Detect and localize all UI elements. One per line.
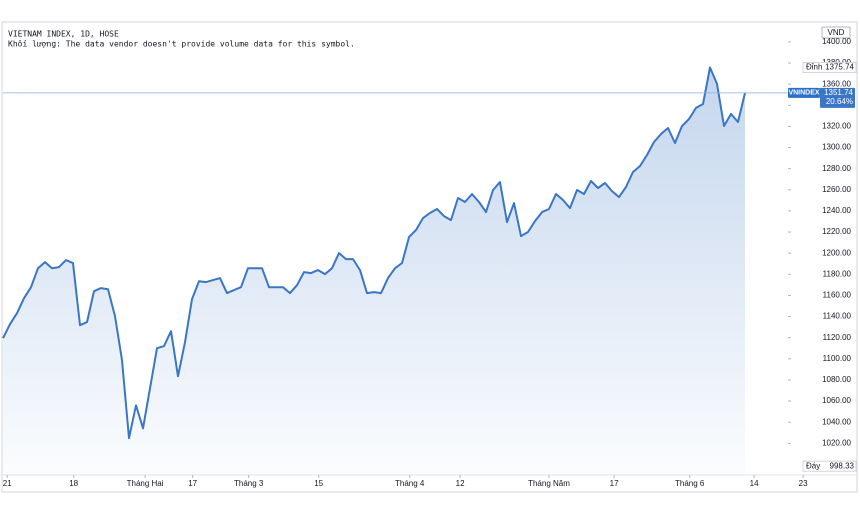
x-tick-label: 18	[69, 479, 78, 488]
y-tick-label: 1360.00	[822, 79, 851, 88]
low-box	[802, 460, 857, 472]
x-tick-label: 14	[750, 479, 759, 488]
x-tick-label: Tháng 6	[675, 479, 705, 488]
y-tick-label: 1060.00	[822, 396, 851, 405]
y-tick-label: 1160.00	[823, 291, 852, 300]
y-tick-label: 1260.00	[822, 185, 851, 194]
last-price-box	[820, 87, 855, 108]
last-change: 20.64%	[826, 97, 853, 106]
x-tick-label: 17	[188, 479, 197, 488]
y-tick-label: 1020.00	[822, 438, 851, 447]
y-tick-label: 1300.00	[822, 143, 851, 152]
y-tick-label: 1220.00	[822, 227, 851, 236]
y-tick-label: 1180.00	[823, 269, 852, 278]
high-label: Đỉnh	[806, 63, 822, 72]
price-line	[2, 66, 746, 440]
currency-box[interactable]	[821, 26, 851, 39]
x-tick-label: 21	[3, 479, 12, 488]
y-tick-label: 1200.00	[822, 248, 851, 257]
y-tick-label: 1280.00	[822, 164, 851, 173]
y-tick-label: 1400.00	[822, 37, 851, 46]
high-value: 1375.74	[825, 63, 854, 72]
low-label: Đáy	[806, 461, 820, 470]
x-tick-label: Tháng Hai	[127, 479, 164, 488]
y-tick-label: 1240.00	[822, 206, 851, 215]
x-tick-label: 17	[610, 479, 619, 488]
x-tick-label: Tháng Năm	[528, 479, 570, 488]
y-tick-label: 1320.00	[822, 122, 851, 131]
currency[interactable]: VND	[828, 28, 845, 37]
low-value: 998.33	[830, 461, 855, 470]
x-tick-label: Tháng 3	[234, 479, 264, 488]
y-tick-label: 1140.00	[823, 312, 852, 321]
series-name: VNINDEX	[788, 90, 819, 97]
frame	[1, 21, 858, 493]
y-tick-label: 1100.00	[823, 354, 852, 363]
area-fill	[3, 67, 745, 475]
chart-title: VIETNAM INDEX, 1D, HOSE	[8, 30, 119, 39]
x-tick-label: 23	[799, 479, 808, 488]
y-tick-label: 1120.00	[823, 333, 852, 342]
x-tick-label: Tháng 4	[395, 479, 425, 488]
series-name-box	[788, 87, 820, 98]
y-tick-label: 1040.00	[822, 417, 851, 426]
high-box	[802, 62, 857, 74]
last-price: 1351.74	[824, 88, 853, 97]
y-tick-label: 1080.00	[822, 375, 851, 384]
chart-subtitle: Khối lượng: The data vendor doesn't prov…	[8, 39, 355, 49]
x-tick-label: 15	[314, 479, 323, 488]
x-tick-label: 12	[456, 479, 465, 488]
